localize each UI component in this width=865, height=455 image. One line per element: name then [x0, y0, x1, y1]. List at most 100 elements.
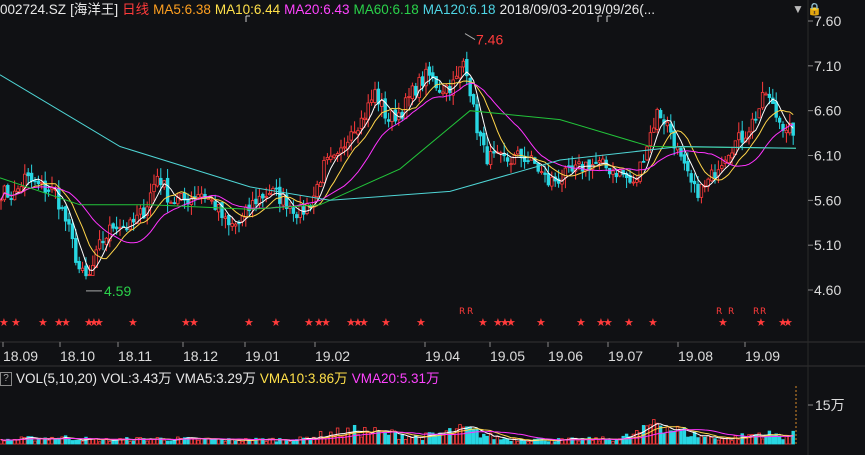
candle-body: [441, 91, 445, 95]
volume-bar: [50, 436, 54, 445]
candle-body: [363, 117, 367, 120]
volume-bar: [577, 440, 581, 445]
volume-bar: [128, 441, 132, 445]
volume-bar: [417, 437, 421, 445]
candle-body: [97, 239, 102, 250]
volume-bar: [165, 440, 170, 445]
candle-body: [159, 177, 163, 186]
volume-bar: [652, 419, 656, 445]
volume-bar: [77, 439, 81, 445]
volume-bar: [665, 426, 670, 445]
volume-bar: [431, 432, 435, 445]
r-marker: R: [459, 307, 465, 317]
volume-bar: [176, 436, 180, 445]
star-marker: ★: [271, 316, 281, 329]
dropdown-arrow-icon[interactable]: ▼: [792, 2, 804, 16]
candle-body: [111, 223, 115, 229]
lock-icon[interactable]: 🔒: [807, 2, 823, 16]
volume-bar: [420, 440, 425, 445]
candle-body: [74, 237, 78, 263]
volume-bar: [80, 440, 85, 445]
volume-bar: [216, 438, 221, 445]
star-marker: ★: [596, 316, 606, 329]
stock-name: [海洋王]: [70, 2, 119, 17]
candle-body: [737, 132, 741, 141]
candle-body: [611, 170, 615, 175]
volume-bar: [386, 434, 391, 445]
period-label[interactable]: 日线: [122, 2, 150, 17]
volume-bar: [26, 436, 30, 445]
star-marker: ★: [506, 316, 516, 329]
volume-bar: [274, 441, 279, 445]
candle-body: [186, 198, 190, 205]
volume-bar: [699, 435, 704, 445]
help-icon[interactable]: ?: [0, 372, 12, 387]
candle-body: [176, 197, 180, 205]
candle-body: [142, 207, 146, 219]
volume-bar: [512, 437, 517, 445]
candle-body: [628, 175, 632, 183]
candle-body: [754, 118, 758, 121]
candle-body: [492, 151, 496, 154]
volume-bar: [546, 441, 551, 445]
candle-body: [342, 146, 347, 149]
candle-body: [522, 155, 527, 162]
low-annotation: 4.59: [104, 283, 131, 299]
volume-bar: [495, 436, 500, 445]
candle-body: [641, 160, 646, 163]
candle-body: [206, 197, 211, 200]
volume-bar: [740, 433, 744, 445]
candle-body: [135, 214, 139, 224]
candle-body: [760, 91, 765, 109]
candle-body: [359, 117, 364, 129]
star-marker: ★: [756, 316, 766, 329]
volume-bar: [533, 438, 537, 445]
volume-bar: [709, 436, 714, 445]
candle-body: [278, 186, 282, 204]
volume-bar: [162, 439, 166, 445]
candle-body: [434, 76, 438, 89]
candle-body: [607, 168, 612, 175]
candle-body: [692, 180, 697, 185]
volume-bar: [614, 439, 619, 445]
candle-body: [301, 206, 306, 215]
candle-body: [60, 207, 64, 209]
candle-body: [730, 152, 734, 159]
volume-bar: [203, 438, 207, 445]
candle-body: [380, 100, 384, 107]
candle-body: [577, 161, 581, 165]
candle-body: [437, 89, 442, 93]
volume-bar: [471, 429, 476, 445]
star-markers: ★ ★ ★ ★★ ★★★ ★ ★★ ★ ★ ★ ★★ ★★★ ★ ★ ★ ★★★ ★ ★ ★★ ★ ★ ★ ★ ★★R R R R R…: [0, 307, 793, 329]
candle-body: [407, 95, 411, 98]
volume-bar: [135, 437, 139, 445]
candle-body: [488, 151, 493, 166]
candle-body: [635, 179, 639, 183]
candle-body: [220, 202, 224, 218]
volume-bar: [662, 433, 666, 445]
vma5-value: VMA5:3.29万: [175, 371, 256, 386]
candle-body: [33, 180, 37, 183]
volume-bar: [278, 438, 282, 445]
star-marker: ★: [84, 316, 94, 329]
star-marker: ★: [304, 316, 314, 329]
candle-body: [560, 179, 564, 185]
candle-body: [114, 226, 119, 230]
volume-bar: [19, 436, 24, 445]
candle-body: [233, 223, 238, 227]
candle-body: [250, 200, 255, 210]
candle-body: [386, 119, 391, 122]
vma20-line: [0, 429, 794, 441]
volume-bar: [771, 435, 775, 445]
candle-body: [267, 192, 272, 196]
chart-header: 002724.SZ [海洋王] 日线 MA5:6.38 MA10:6.44 MA20:6.…: [0, 0, 790, 20]
volume-bar: [363, 426, 367, 445]
volume-bar: [220, 439, 224, 445]
y-tick-label: 5.10: [814, 237, 841, 253]
candle-body: [414, 85, 418, 96]
candle-body: [254, 198, 258, 205]
r-marker: R: [728, 307, 734, 317]
volume-bar: [488, 432, 493, 445]
volume-bar: [346, 427, 350, 445]
candle-body: [29, 172, 34, 182]
